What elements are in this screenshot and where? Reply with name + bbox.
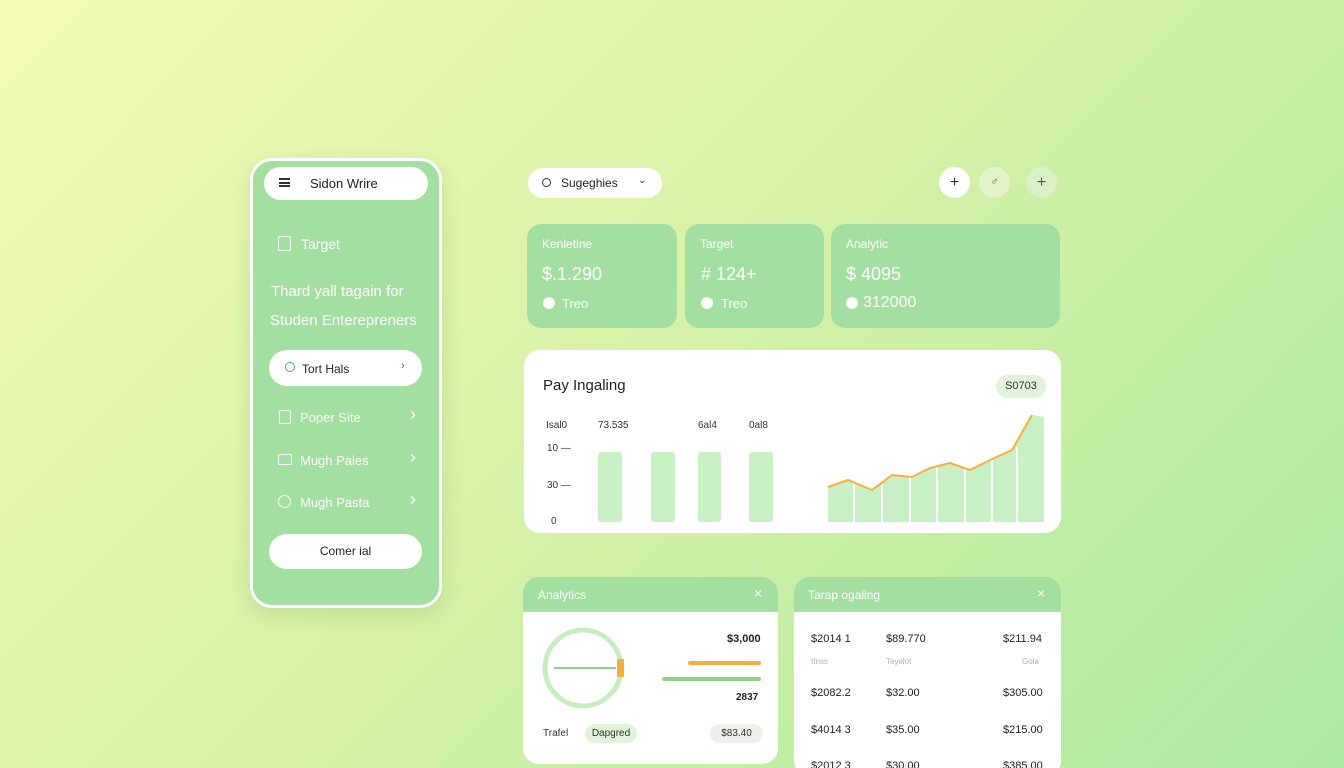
cell: $2012 3: [811, 760, 851, 768]
gauge: [542, 627, 624, 709]
cell: $305.00: [1003, 687, 1043, 699]
cell: $30.00: [886, 760, 920, 768]
nav-label[interactable]: Target: [301, 236, 340, 252]
chevron: ›: [410, 404, 416, 424]
panel-header: [523, 577, 778, 612]
stat-value: # 124+: [701, 264, 757, 284]
axis-label: 0: [551, 516, 557, 527]
dropdown-caret: ⌄: [638, 175, 647, 186]
stat-sub: Treo: [721, 296, 748, 311]
column-header: Isal0: [546, 420, 568, 431]
trend-line: [827, 414, 1033, 492]
area-dividers: [853, 447, 1018, 522]
bar: [698, 452, 721, 522]
sidebar-button[interactable]: Comer ial: [269, 534, 422, 569]
chevron: ›: [401, 360, 405, 372]
panel-title: Pay Ingaling: [543, 377, 626, 394]
footer-value: $83.40: [710, 724, 763, 743]
cell: $89.770: [886, 633, 926, 645]
menu-item[interactable]: Mugh Pasta: [300, 495, 370, 510]
menu-icon[interactable]: [279, 178, 290, 187]
menu-icon: [278, 454, 292, 465]
stat-label: Analytic: [846, 237, 889, 251]
stat-sub: Treo: [562, 296, 589, 311]
search-icon: [542, 178, 551, 187]
column-header: 0al8: [749, 420, 768, 431]
bar: [749, 452, 773, 522]
stat-value: $ 4095: [846, 264, 902, 284]
menu-item[interactable]: Mugh Pales: [300, 453, 369, 468]
cell: $32.00: [886, 687, 920, 699]
nav-icon: [278, 236, 291, 251]
footer-label: Trafel: [543, 728, 569, 739]
icon-button[interactable]: ♂: [979, 167, 1010, 198]
search-text: Sugeghies: [561, 176, 618, 190]
column-header: 6al4: [698, 420, 717, 431]
cell: $2014 1: [811, 633, 851, 645]
cell-caption: Gola: [1022, 657, 1039, 666]
stat-value: $.1.290: [542, 264, 603, 284]
bar: [598, 452, 622, 522]
area-chart: [827, 414, 1044, 522]
cell: $211.94: [1003, 633, 1042, 645]
amount: $3,000: [727, 633, 761, 645]
cell-caption: Teyelot: [886, 657, 912, 666]
chevron: ›: [410, 447, 416, 467]
stat-card[interactable]: [685, 224, 824, 328]
badge: S0703: [996, 375, 1046, 398]
footer-tag[interactable]: Dapgred: [585, 724, 637, 743]
menu-icon: [279, 410, 291, 424]
stat-icon: [701, 297, 713, 309]
search-text: Tort Hals: [302, 362, 350, 376]
cell: $215.00: [1003, 724, 1043, 736]
cell: $35.00: [886, 724, 920, 736]
menu-icon: [278, 495, 291, 508]
menu-icon-bar: [279, 182, 290, 184]
add-button[interactable]: +: [1026, 167, 1057, 198]
cell: $4014 3: [811, 724, 851, 736]
stat-label: Target: [700, 237, 734, 251]
stat-icon: [846, 297, 858, 309]
stat-card[interactable]: [831, 224, 1060, 328]
add-button[interactable]: +: [939, 167, 970, 198]
menu-item[interactable]: Poper Site: [300, 410, 361, 425]
search-icon: [285, 362, 295, 372]
cell-caption: Itnss: [811, 657, 828, 666]
tagline: Thard yall tagain for: [271, 283, 404, 300]
sidebar-title: Sidon Wrire: [310, 176, 378, 191]
axis-label: 30 —: [547, 480, 571, 491]
table-panel: [794, 577, 1061, 768]
cell: $2082.2: [811, 687, 851, 699]
stat-sub: 312000: [863, 294, 917, 311]
progress-bar: [688, 661, 761, 665]
panel-title: Tarap ogaling: [808, 588, 881, 602]
bar: [651, 452, 675, 522]
close-button[interactable]: ×: [754, 585, 763, 601]
column-header: 73.535: [598, 420, 629, 431]
chevron: ›: [410, 489, 416, 509]
cell: $385.00: [1003, 760, 1043, 768]
tagline: Studen Enterepreners: [270, 312, 417, 329]
panel-header: [794, 577, 1061, 612]
progress-bar: [662, 677, 761, 681]
panel-title: Analytics: [538, 588, 587, 602]
close-button[interactable]: ×: [1037, 585, 1046, 601]
count: 2837: [736, 692, 759, 703]
axis-label: 10 —: [547, 443, 571, 454]
stat-card[interactable]: [527, 224, 677, 328]
stat-label: Kenletine: [542, 237, 593, 251]
sidebar-header[interactable]: [264, 167, 428, 200]
stat-icon: [543, 297, 555, 309]
